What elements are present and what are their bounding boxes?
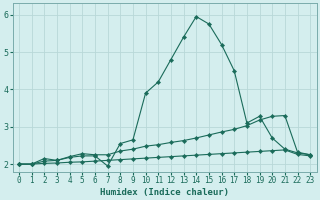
X-axis label: Humidex (Indice chaleur): Humidex (Indice chaleur) <box>100 188 229 197</box>
